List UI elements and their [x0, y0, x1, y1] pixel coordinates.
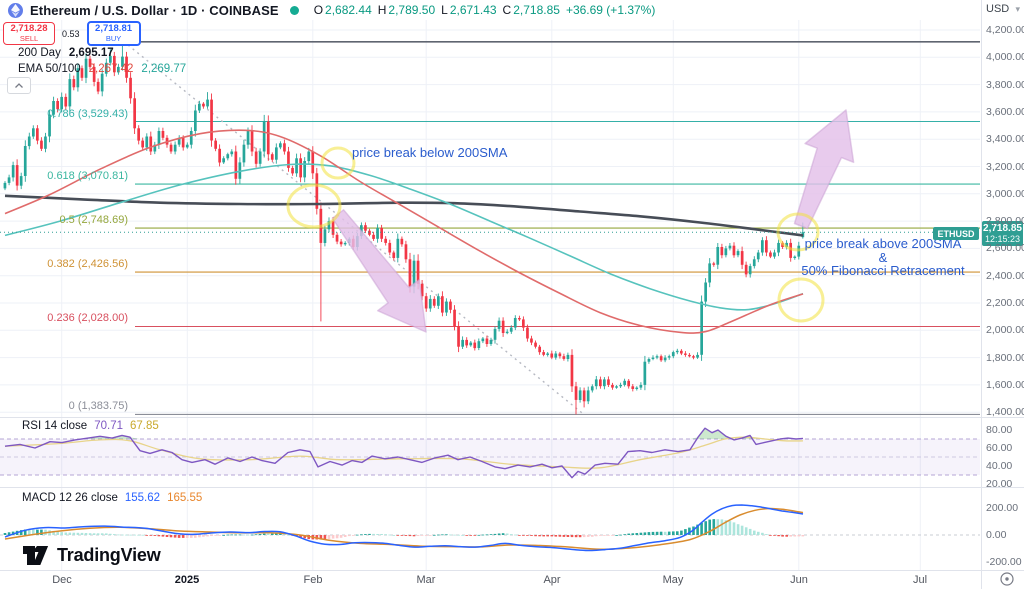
tradingview-logo-icon — [23, 546, 49, 565]
price-tick-label: 2,800.00 — [986, 215, 1024, 227]
symbol-title[interactable]: Ethereum / U.S. Dollar · 1D · COINBASE — [30, 2, 279, 18]
price-tick-label: 3,600.00 — [986, 106, 1024, 118]
time-tick-Jul: Jul — [912, 574, 928, 586]
highlight-circle-2[interactable] — [286, 183, 342, 229]
highlight-circle-1[interactable] — [320, 146, 356, 180]
fib-retracement-drawing[interactable] — [135, 40, 980, 415]
fib-label-0.5: 0.5 (2,748.69) — [59, 214, 129, 226]
macd-pane — [0, 504, 980, 552]
price-tick-label: 3,000.00 — [986, 188, 1024, 200]
ethereum-logo-icon — [8, 2, 23, 18]
price-tick-label: 1,400.00 — [986, 406, 1024, 418]
market-status-dot — [289, 5, 299, 15]
rsi-legend[interactable]: RSI 14 close 70.71 67.85 — [22, 420, 159, 432]
macd-tick-label: 0.00 — [986, 529, 1007, 541]
trade-panel: 2,718.28 SELL 0.53 2,718.81 BUY — [3, 21, 141, 46]
legend-ema[interactable]: EMA 50/100 2,267.42 2,269.77 — [18, 63, 187, 75]
moving-averages — [4, 129, 804, 334]
symbol-header: Ethereum / U.S. Dollar · 1D · COINBASE O… — [8, 2, 655, 18]
price-tick-label: 4,000.00 — [986, 51, 1024, 63]
sell-button[interactable]: 2,718.28 SELL — [3, 22, 55, 45]
trend-arrow-2[interactable] — [793, 109, 855, 230]
grid-lines — [0, 20, 980, 570]
rsi-ma-line — [4, 436, 804, 469]
collapse-legend-button[interactable] — [7, 77, 31, 94]
price-tick-label: 2,000.00 — [986, 324, 1024, 336]
time-tick-Jun: Jun — [790, 574, 808, 586]
price-tick-label: 1,600.00 — [986, 379, 1024, 391]
fib-label-0.786: 0.786 (3,529.43) — [47, 108, 128, 120]
legend-sma200[interactable]: 200 Day 2,695.17 — [18, 47, 114, 59]
last-price-flag: 2,718.85 12:15:23 — [982, 221, 1023, 246]
drawing-annotations[interactable] — [286, 109, 855, 333]
rsi-tick-label: 80.00 — [986, 424, 1013, 436]
rsi-line — [4, 427, 804, 479]
currency-selector[interactable]: USD ▾ — [986, 3, 1020, 15]
timezone-clock-button[interactable] — [999, 571, 1015, 589]
price-tick-label: 2,400.00 — [986, 270, 1024, 282]
fib-label-0: 0 (1,383.75) — [68, 400, 128, 412]
fib-label-0.382: 0.382 (2,426.56) — [47, 258, 128, 270]
time-tick-Mar: Mar — [416, 574, 436, 586]
rsi-tick-label: 20.00 — [986, 478, 1013, 490]
time-tick-Dec: Dec — [52, 574, 72, 586]
symbol-price-flag: ETHUSD — [933, 227, 979, 240]
fib-label-0.618: 0.618 (3,070.81) — [47, 170, 128, 182]
buy-button[interactable]: 2,718.81 BUY — [86, 21, 141, 46]
rsi-tick-label: 60.00 — [986, 442, 1013, 454]
macd-line — [4, 504, 804, 552]
macd-legend[interactable]: MACD 12 26 close 155.62 165.55 — [22, 492, 203, 504]
rsi-overbought-fill — [5, 428, 803, 439]
tradingview-logo[interactable]: TradingView — [22, 545, 161, 566]
ohlc-readout: O 2,682.44 H 2,789.50 L 2,671.43 C 2,718.85 … — [313, 3, 656, 17]
macd-tick-label: -200.00 — [986, 556, 1022, 568]
price-tick-label: 1,800.00 — [986, 352, 1024, 364]
macd-signal-line — [4, 507, 804, 551]
annotation-break-below[interactable]: price break below 200SMA — [352, 145, 508, 160]
candlestick-series — [3, 42, 805, 415]
ema100-line — [4, 163, 804, 311]
chevron-down-icon: ▾ — [1015, 3, 1020, 14]
annotation-break-above[interactable]: price break above 200SMA & 50% Fibonacci… — [801, 236, 965, 278]
fib-label-0.236: 0.236 (2,028.00) — [47, 312, 128, 324]
time-tick-May: May — [662, 574, 684, 586]
trend-arrow-1[interactable] — [331, 209, 427, 333]
rsi-pane — [0, 427, 980, 479]
highlight-circle-4[interactable] — [777, 277, 825, 323]
spread-value: 0.53 — [62, 28, 80, 39]
price-tick-label: 4,200.00 — [986, 24, 1024, 36]
price-tick-label: 3,400.00 — [986, 133, 1024, 145]
time-tick-Apr: Apr — [543, 574, 561, 586]
time-tick-Feb: Feb — [303, 574, 323, 586]
price-tick-label: 3,200.00 — [986, 161, 1024, 173]
time-tick-2025: 2025 — [174, 574, 200, 586]
price-change: +36.69 (+1.37%) — [565, 3, 656, 17]
bar-countdown: 12:15:23 — [984, 234, 1021, 245]
highlight-circle-3[interactable] — [776, 212, 820, 252]
price-tick-label: 2,200.00 — [986, 297, 1024, 309]
ema50-line — [4, 129, 804, 334]
price-tick-label: 2,600.00 — [986, 242, 1024, 254]
rsi-tick-label: 40.00 — [986, 460, 1013, 472]
price-tick-label: 3,800.00 — [986, 79, 1024, 91]
macd-tick-label: 200.00 — [986, 502, 1019, 514]
